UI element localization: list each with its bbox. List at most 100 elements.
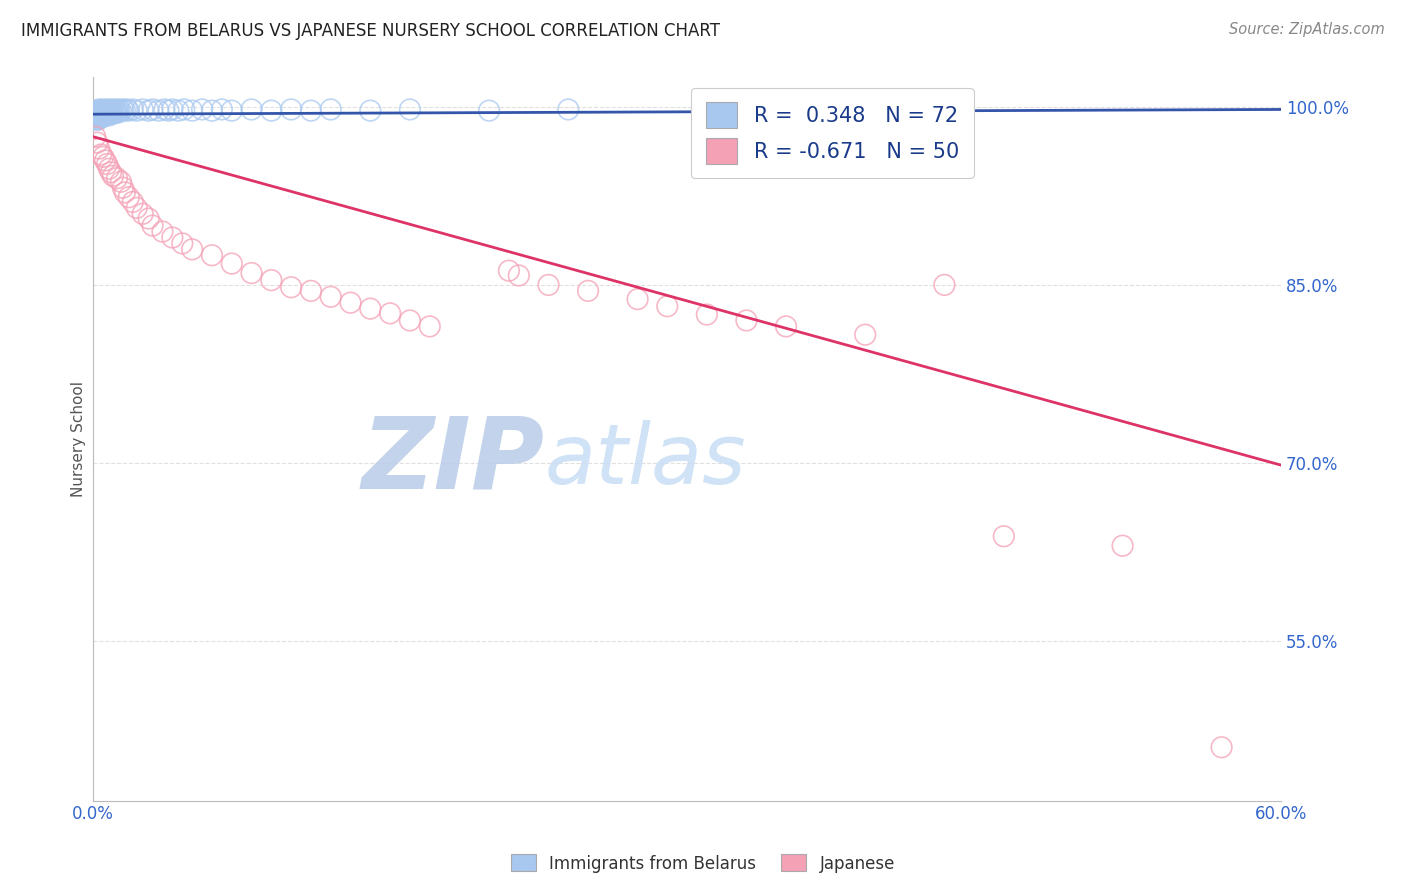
Y-axis label: Nursery School: Nursery School — [72, 381, 86, 497]
Point — [211, 103, 233, 117]
Point — [94, 103, 117, 118]
Point — [96, 157, 118, 171]
Point — [86, 113, 108, 128]
Point — [84, 107, 107, 121]
Point — [853, 327, 876, 342]
Point — [153, 103, 176, 117]
Point — [696, 308, 718, 322]
Point — [162, 230, 184, 244]
Point — [90, 111, 112, 125]
Point — [105, 171, 128, 186]
Point — [657, 299, 679, 313]
Point — [576, 284, 599, 298]
Point — [110, 175, 132, 189]
Point — [121, 194, 143, 209]
Point — [101, 103, 124, 118]
Point — [260, 103, 283, 118]
Point — [359, 301, 381, 316]
Point — [191, 103, 214, 117]
Point — [152, 225, 174, 239]
Point — [84, 129, 107, 144]
Point — [94, 153, 117, 168]
Point — [101, 106, 124, 120]
Point — [148, 103, 170, 118]
Point — [339, 295, 361, 310]
Point — [94, 106, 117, 120]
Point — [399, 103, 422, 117]
Point — [280, 103, 302, 117]
Point — [96, 107, 118, 121]
Point — [157, 103, 180, 118]
Point — [84, 110, 107, 124]
Point — [96, 103, 118, 117]
Point — [100, 104, 122, 119]
Point — [201, 248, 224, 262]
Point — [498, 263, 520, 277]
Point — [172, 236, 194, 251]
Point — [94, 108, 117, 122]
Point — [98, 108, 121, 122]
Point — [111, 180, 134, 194]
Point — [114, 103, 136, 118]
Point — [319, 290, 342, 304]
Point — [118, 190, 141, 204]
Text: ZIP: ZIP — [361, 412, 544, 509]
Point — [162, 103, 184, 117]
Point — [167, 103, 190, 118]
Point — [104, 104, 127, 119]
Point — [181, 243, 204, 257]
Point — [86, 103, 108, 118]
Point — [121, 103, 143, 117]
Point — [557, 103, 579, 117]
Legend: R =  0.348   N = 72, R = -0.671   N = 50: R = 0.348 N = 72, R = -0.671 N = 50 — [692, 87, 973, 178]
Point — [508, 268, 530, 283]
Point — [86, 136, 108, 150]
Point — [84, 104, 107, 119]
Point — [359, 103, 381, 118]
Point — [1211, 740, 1233, 755]
Point — [1111, 539, 1133, 553]
Point — [89, 110, 111, 124]
Point — [98, 106, 121, 120]
Point — [91, 110, 114, 124]
Point — [104, 103, 127, 117]
Point — [90, 108, 112, 122]
Point — [142, 103, 165, 117]
Point — [90, 103, 112, 118]
Point — [84, 112, 107, 126]
Point — [131, 103, 153, 117]
Point — [101, 169, 124, 183]
Point — [98, 161, 121, 176]
Point — [181, 103, 204, 118]
Point — [138, 211, 160, 226]
Text: IMMIGRANTS FROM BELARUS VS JAPANESE NURSERY SCHOOL CORRELATION CHART: IMMIGRANTS FROM BELARUS VS JAPANESE NURS… — [21, 22, 720, 40]
Point — [537, 277, 560, 292]
Point — [86, 111, 108, 125]
Point — [114, 186, 136, 200]
Point — [100, 165, 122, 179]
Point — [299, 284, 322, 298]
Point — [378, 306, 401, 320]
Point — [89, 103, 111, 117]
Point — [142, 219, 165, 233]
Point — [100, 103, 122, 117]
Point — [775, 319, 797, 334]
Point — [90, 147, 112, 161]
Point — [89, 112, 111, 126]
Point — [91, 150, 114, 164]
Point — [626, 292, 648, 306]
Point — [90, 106, 112, 120]
Point — [108, 103, 131, 117]
Point — [299, 103, 322, 118]
Point — [105, 106, 128, 120]
Point — [111, 103, 134, 117]
Point — [91, 103, 114, 117]
Point — [86, 106, 108, 120]
Point — [201, 103, 224, 118]
Legend: Immigrants from Belarus, Japanese: Immigrants from Belarus, Japanese — [505, 847, 901, 880]
Point — [89, 142, 111, 156]
Point — [110, 103, 132, 118]
Point — [478, 103, 501, 118]
Point — [173, 103, 195, 117]
Point — [100, 107, 122, 121]
